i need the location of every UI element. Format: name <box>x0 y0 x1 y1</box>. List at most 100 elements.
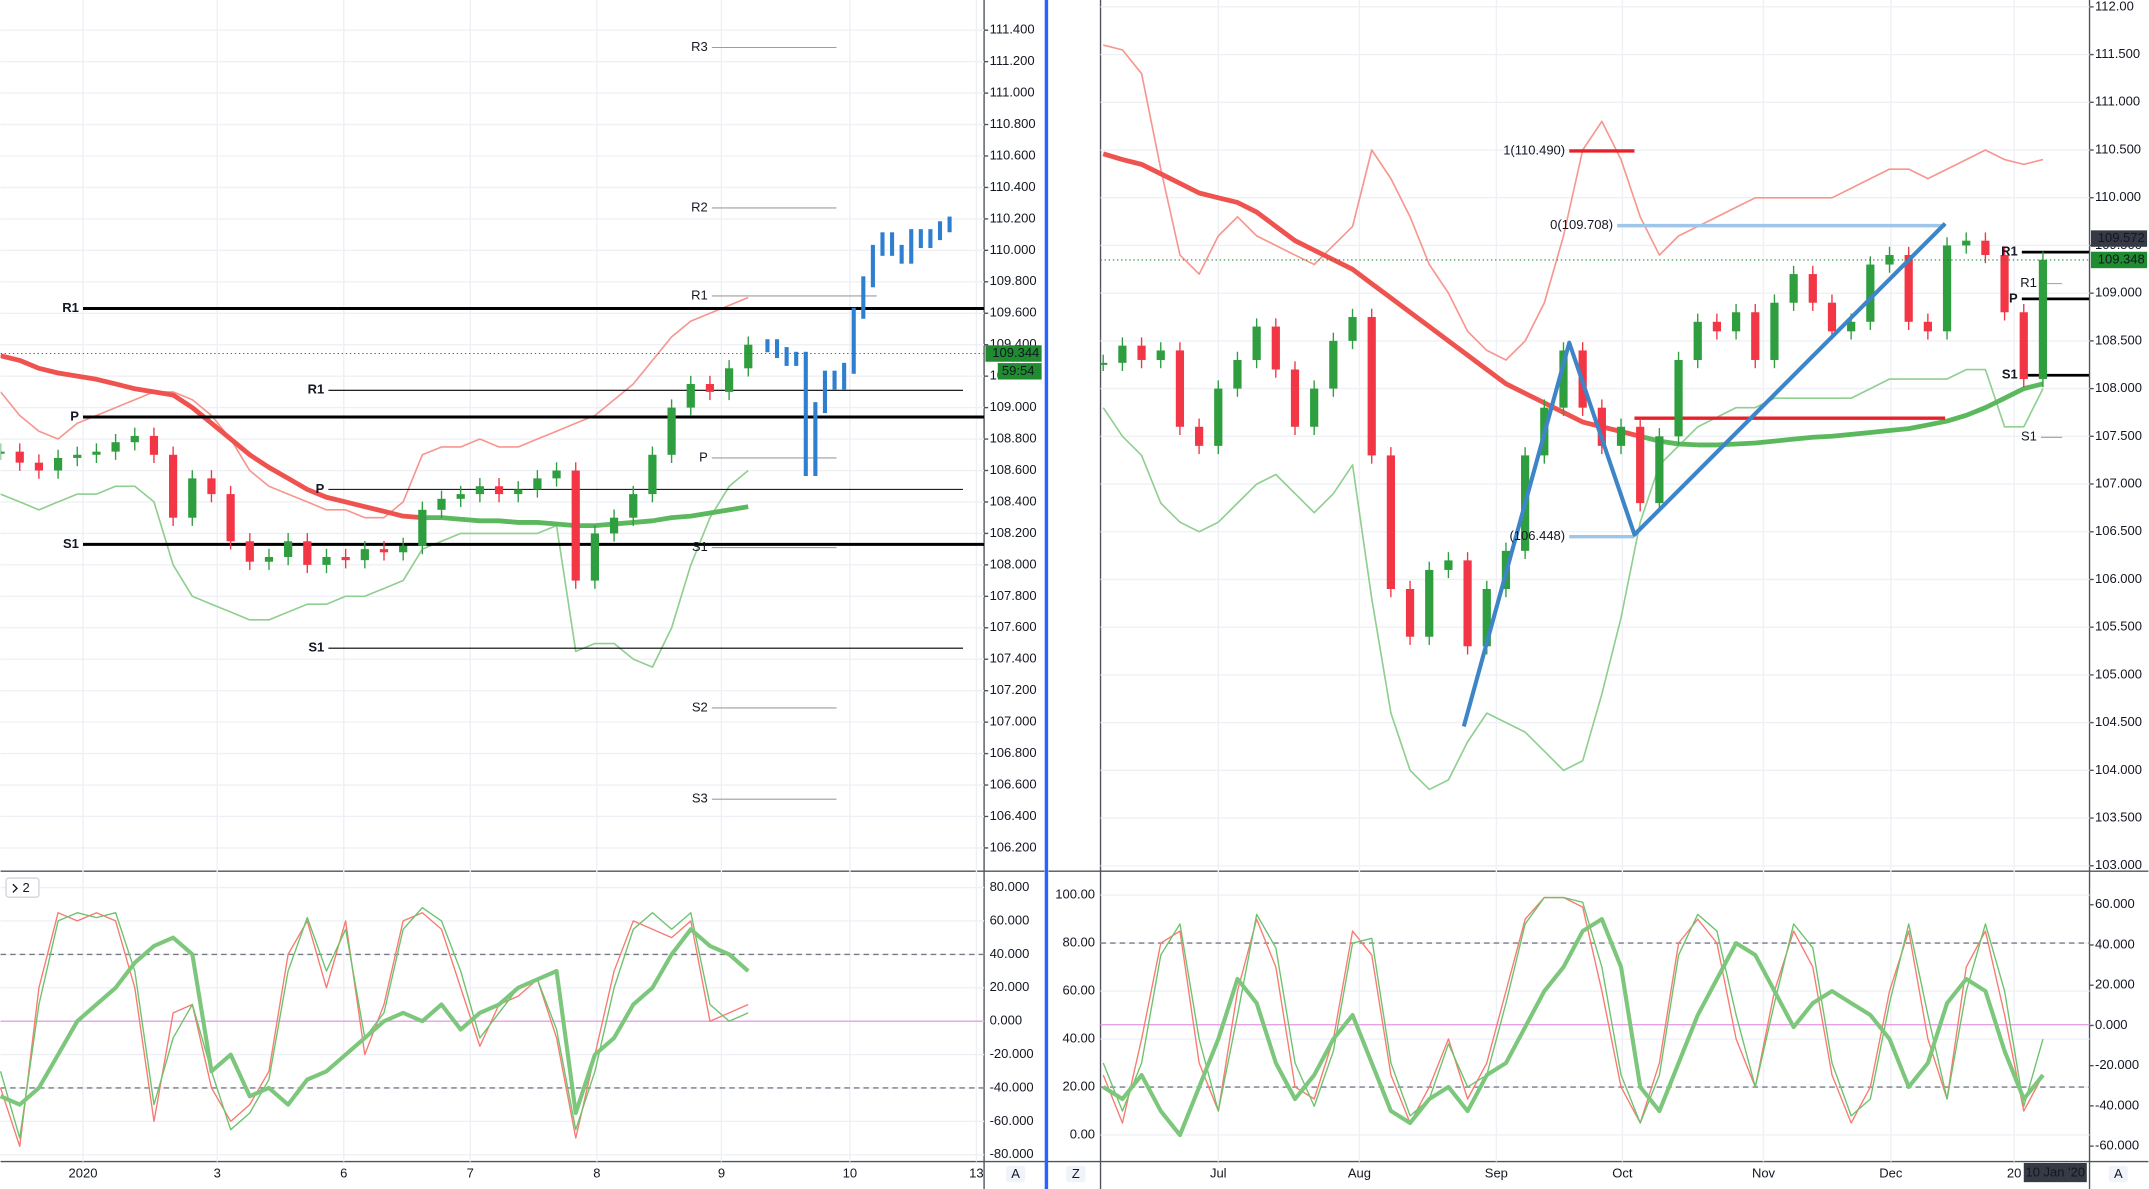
level-label: S1 <box>2021 429 2037 444</box>
y-tick-label: 110.400 <box>990 179 1036 194</box>
projection-bar <box>832 370 837 390</box>
y-tick-label: 111.000 <box>990 85 1035 100</box>
y-tick-label: 110.800 <box>990 116 1036 131</box>
y-tick-label: -60.000 <box>990 1113 1034 1128</box>
y-tick-label: 109.600 <box>990 305 1037 320</box>
y-tick-label: 109.000 <box>2095 285 2142 300</box>
projection-bar <box>928 229 933 248</box>
x-tick-label: Aug <box>1348 1165 1371 1180</box>
y-tick-label: 110.500 <box>2095 141 2141 156</box>
candle <box>1348 317 1357 341</box>
series-line <box>1639 381 2044 448</box>
candle <box>724 368 734 392</box>
projection-bar <box>861 276 866 319</box>
y-tick-label: 20.000 <box>990 979 1030 994</box>
candle <box>1559 350 1568 408</box>
candle <box>1252 326 1261 360</box>
candle <box>0 451 5 454</box>
candle <box>494 486 504 495</box>
candle <box>1118 345 1127 363</box>
price-label: 109.348 <box>2098 251 2145 266</box>
candle <box>1405 589 1415 637</box>
price-label: 109.572 <box>2098 230 2145 245</box>
projection-bar <box>947 216 952 233</box>
level-label: R1 <box>308 382 325 397</box>
y-tick-label: 107.500 <box>2095 428 2142 443</box>
price-label-box <box>2090 251 2148 269</box>
axis-button-label: A <box>1011 1166 1020 1181</box>
candle <box>284 541 293 558</box>
y-tick-label: 108.200 <box>990 525 1037 540</box>
candle <box>1655 436 1664 504</box>
y-tick-label: 107.000 <box>2095 475 2142 490</box>
level-label: S1 <box>2002 367 2018 382</box>
y-tick-label: 0.00 <box>1070 1126 1095 1141</box>
level-label: (106.448) <box>1509 528 1565 543</box>
series-line <box>0 906 749 1139</box>
projection-bar <box>890 232 895 256</box>
y-tick-label: 111.400 <box>990 22 1035 37</box>
x-tick-label: Jul <box>1210 1165 1227 1180</box>
projection-bar <box>937 221 943 241</box>
y-tick-label: 105.000 <box>2095 666 2142 681</box>
candle <box>111 442 120 452</box>
candle <box>1962 240 1971 246</box>
y-tick-label: -20.000 <box>990 1046 1034 1061</box>
y-tick-label: 100.00 <box>1055 887 1095 902</box>
y-tick-label: 106.400 <box>990 808 1037 823</box>
level-label: S1 <box>308 640 324 655</box>
series-line <box>422 504 749 528</box>
y-tick-label: 40.00 <box>1063 1030 1096 1045</box>
candle <box>2000 254 2009 313</box>
y2-tick-label: -40.000 <box>2095 1097 2139 1112</box>
y-tick-label: 106.800 <box>990 745 1037 760</box>
candle <box>1616 426 1626 446</box>
plots <box>0 44 2090 1148</box>
candle <box>1482 589 1491 647</box>
y-tick-label: 108.800 <box>990 430 1037 445</box>
candle <box>533 478 542 490</box>
x-tick-label: 13 <box>969 1165 983 1180</box>
labels: 111.400 111.200 111.000 110.800 110.600 110.4… <box>5 0 2148 1183</box>
candle <box>1444 560 1453 570</box>
y-tick-label: 112.00 <box>2095 0 2134 13</box>
level-label: S2 <box>692 699 708 714</box>
y-tick-label: 111.000 <box>2095 94 2140 109</box>
pane <box>1100 44 2090 791</box>
candle <box>399 545 408 553</box>
y-tick-label: 108.500 <box>2095 332 2142 347</box>
y-tick-label: 107.600 <box>990 619 1037 634</box>
y-tick-label: 107.000 <box>990 714 1037 729</box>
candle <box>1137 345 1146 360</box>
projection-bar <box>822 370 828 414</box>
candle <box>744 344 753 369</box>
candle <box>226 494 235 542</box>
y-tick-label: 110.000 <box>990 242 1036 257</box>
y-tick-label: 108.600 <box>990 462 1037 477</box>
x-tick-label: 6 <box>340 1165 347 1180</box>
candle <box>1214 388 1223 446</box>
y-tick-label: 105.500 <box>2095 619 2142 634</box>
y2-tick-label: 0.000 <box>2095 1017 2128 1032</box>
candle <box>1290 369 1300 427</box>
candle <box>264 557 274 562</box>
legend-text: 2 <box>22 880 29 895</box>
candle <box>379 549 389 553</box>
crosshair-label: 10 Jan '20 <box>2025 1165 2085 1180</box>
y-tick-label: 110.200 <box>990 210 1036 225</box>
price-label: 109.344 <box>992 345 1039 360</box>
candle <box>1751 312 1760 360</box>
y-tick-label: 110.000 <box>2095 189 2141 204</box>
series-line <box>1103 44 2044 361</box>
candle <box>322 557 331 565</box>
y-tick-label: 103.000 <box>2095 857 2142 872</box>
candle <box>1674 359 1683 437</box>
candle <box>1847 321 1856 332</box>
projection-bar <box>765 339 770 353</box>
candle <box>1904 254 1913 322</box>
candle <box>1175 350 1185 427</box>
x-tick-label: Sep <box>1485 1165 1508 1180</box>
candle <box>360 549 369 561</box>
